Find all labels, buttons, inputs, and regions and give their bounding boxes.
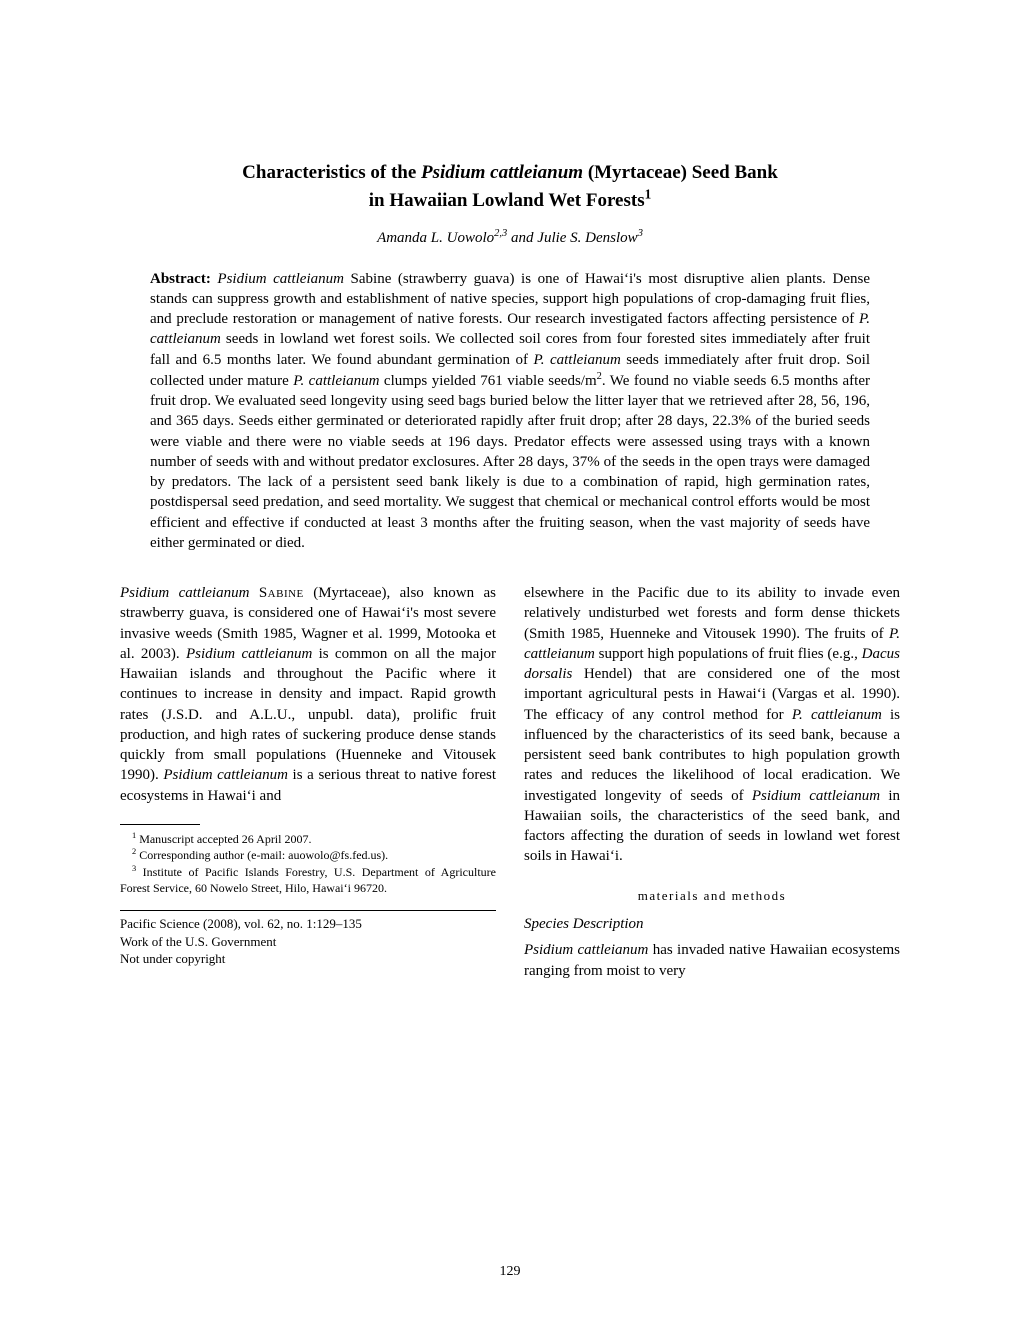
abstract-text: Psidium cattleianum Sabine (strawberry g… (150, 271, 870, 551)
pubinfo-copyright: Not under copyright (120, 950, 496, 968)
section-heading-methods: materials and methods (524, 887, 900, 905)
title-line-1: Characteristics of the Psidium cattleian… (242, 162, 778, 183)
title-line-2: in Hawaiian Lowland Wet Forests1 (369, 190, 652, 211)
publication-rule (120, 910, 496, 911)
pubinfo-govt: Work of the U.S. Government (120, 933, 496, 951)
left-column: Psidium cattleianum Sabine (Myrtaceae), … (120, 583, 496, 981)
footnote-3: 3 Institute of Pacific Islands Forestry,… (120, 864, 496, 896)
subheading-species: Species Description (524, 914, 900, 934)
footnote-rule (120, 824, 200, 825)
footnotes: 1 Manuscript accepted 26 April 2007. 2 C… (120, 831, 496, 896)
abstract: Abstract: Psidium cattleianum Sabine (st… (150, 269, 870, 554)
footnote-2: 2 Corresponding author (e-mail: auowolo@… (120, 847, 496, 864)
publication-info: Pacific Science (2008), vol. 62, no. 1:1… (120, 915, 496, 968)
paper-title: Characteristics of the Psidium cattleian… (120, 160, 900, 214)
species-description-paragraph: Psidium cattleianum has invaded native H… (524, 940, 900, 981)
abstract-label: Abstract: (150, 271, 211, 287)
footnote-1: 1 Manuscript accepted 26 April 2007. (120, 831, 496, 848)
intro-paragraph: Psidium cattleianum Sabine (Myrtaceae), … (120, 583, 496, 806)
page-number: 129 (0, 1264, 1020, 1280)
body-columns: Psidium cattleianum Sabine (Myrtaceae), … (120, 583, 900, 981)
pubinfo-citation: Pacific Science (2008), vol. 62, no. 1:1… (120, 915, 496, 933)
intro-continued: elsewhere in the Pacific due to its abil… (524, 583, 900, 867)
authors: Amanda L. Uowolo2,3 and Julie S. Denslow… (120, 228, 900, 247)
right-column: elsewhere in the Pacific due to its abil… (524, 583, 900, 981)
